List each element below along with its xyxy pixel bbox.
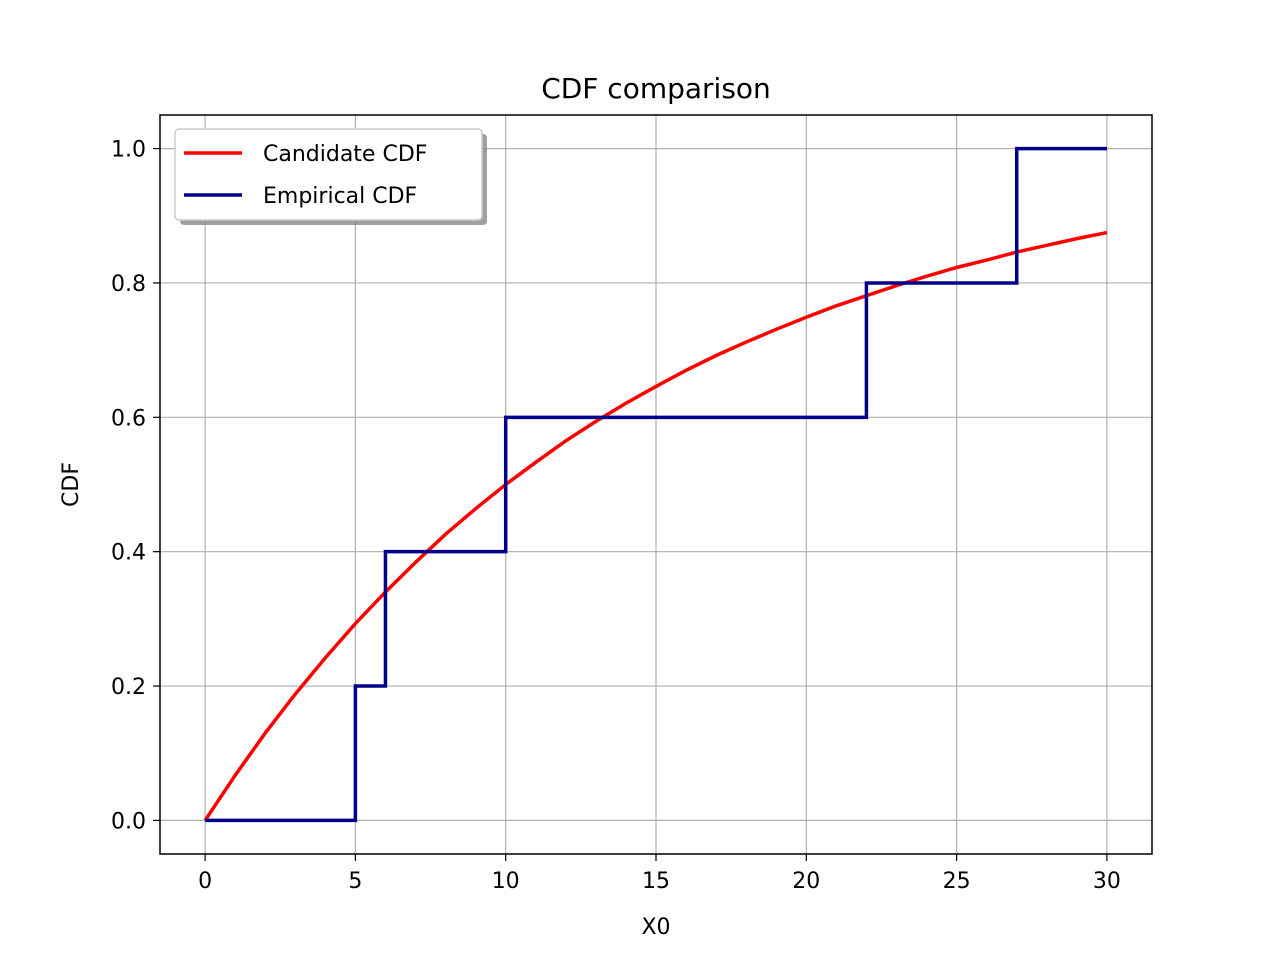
x-tick-label: 25 — [943, 869, 971, 894]
series-line-empirical-cdf — [205, 146, 1107, 823]
x-tick-label: 5 — [348, 869, 362, 894]
legend-box — [174, 128, 483, 221]
x-tick-label: 0 — [198, 869, 212, 894]
y-tick-label: 1.0 — [111, 138, 146, 163]
y-tick-label: 0.8 — [111, 272, 146, 297]
series-line-candidate-cdf — [203, 230, 1108, 822]
x-tick-label: 10 — [492, 869, 520, 894]
chart-title: CDF comparison — [541, 72, 771, 105]
y-tick-label: 0.0 — [111, 809, 146, 834]
axis-ticks: 0 5 10 15 20 25 30 0.0 0.2 0.4 0.6 0.8 1.0 — [111, 138, 1121, 894]
y-tick-label: 0.6 — [111, 406, 146, 431]
y-axis-label: CDF — [59, 462, 84, 507]
plot-series — [203, 146, 1108, 823]
legend-label: Candidate CDF — [263, 142, 427, 167]
y-tick-label: 0.2 — [111, 675, 146, 700]
y-tick-label: 0.4 — [111, 541, 146, 566]
legend: Candidate CDF Empirical CDF — [174, 128, 487, 225]
x-tick-label: 30 — [1093, 869, 1121, 894]
x-axis-label: X0 — [641, 915, 670, 940]
x-tick-label: 20 — [792, 869, 820, 894]
legend-label: Empirical CDF — [263, 184, 417, 209]
x-tick-label: 15 — [642, 869, 670, 894]
